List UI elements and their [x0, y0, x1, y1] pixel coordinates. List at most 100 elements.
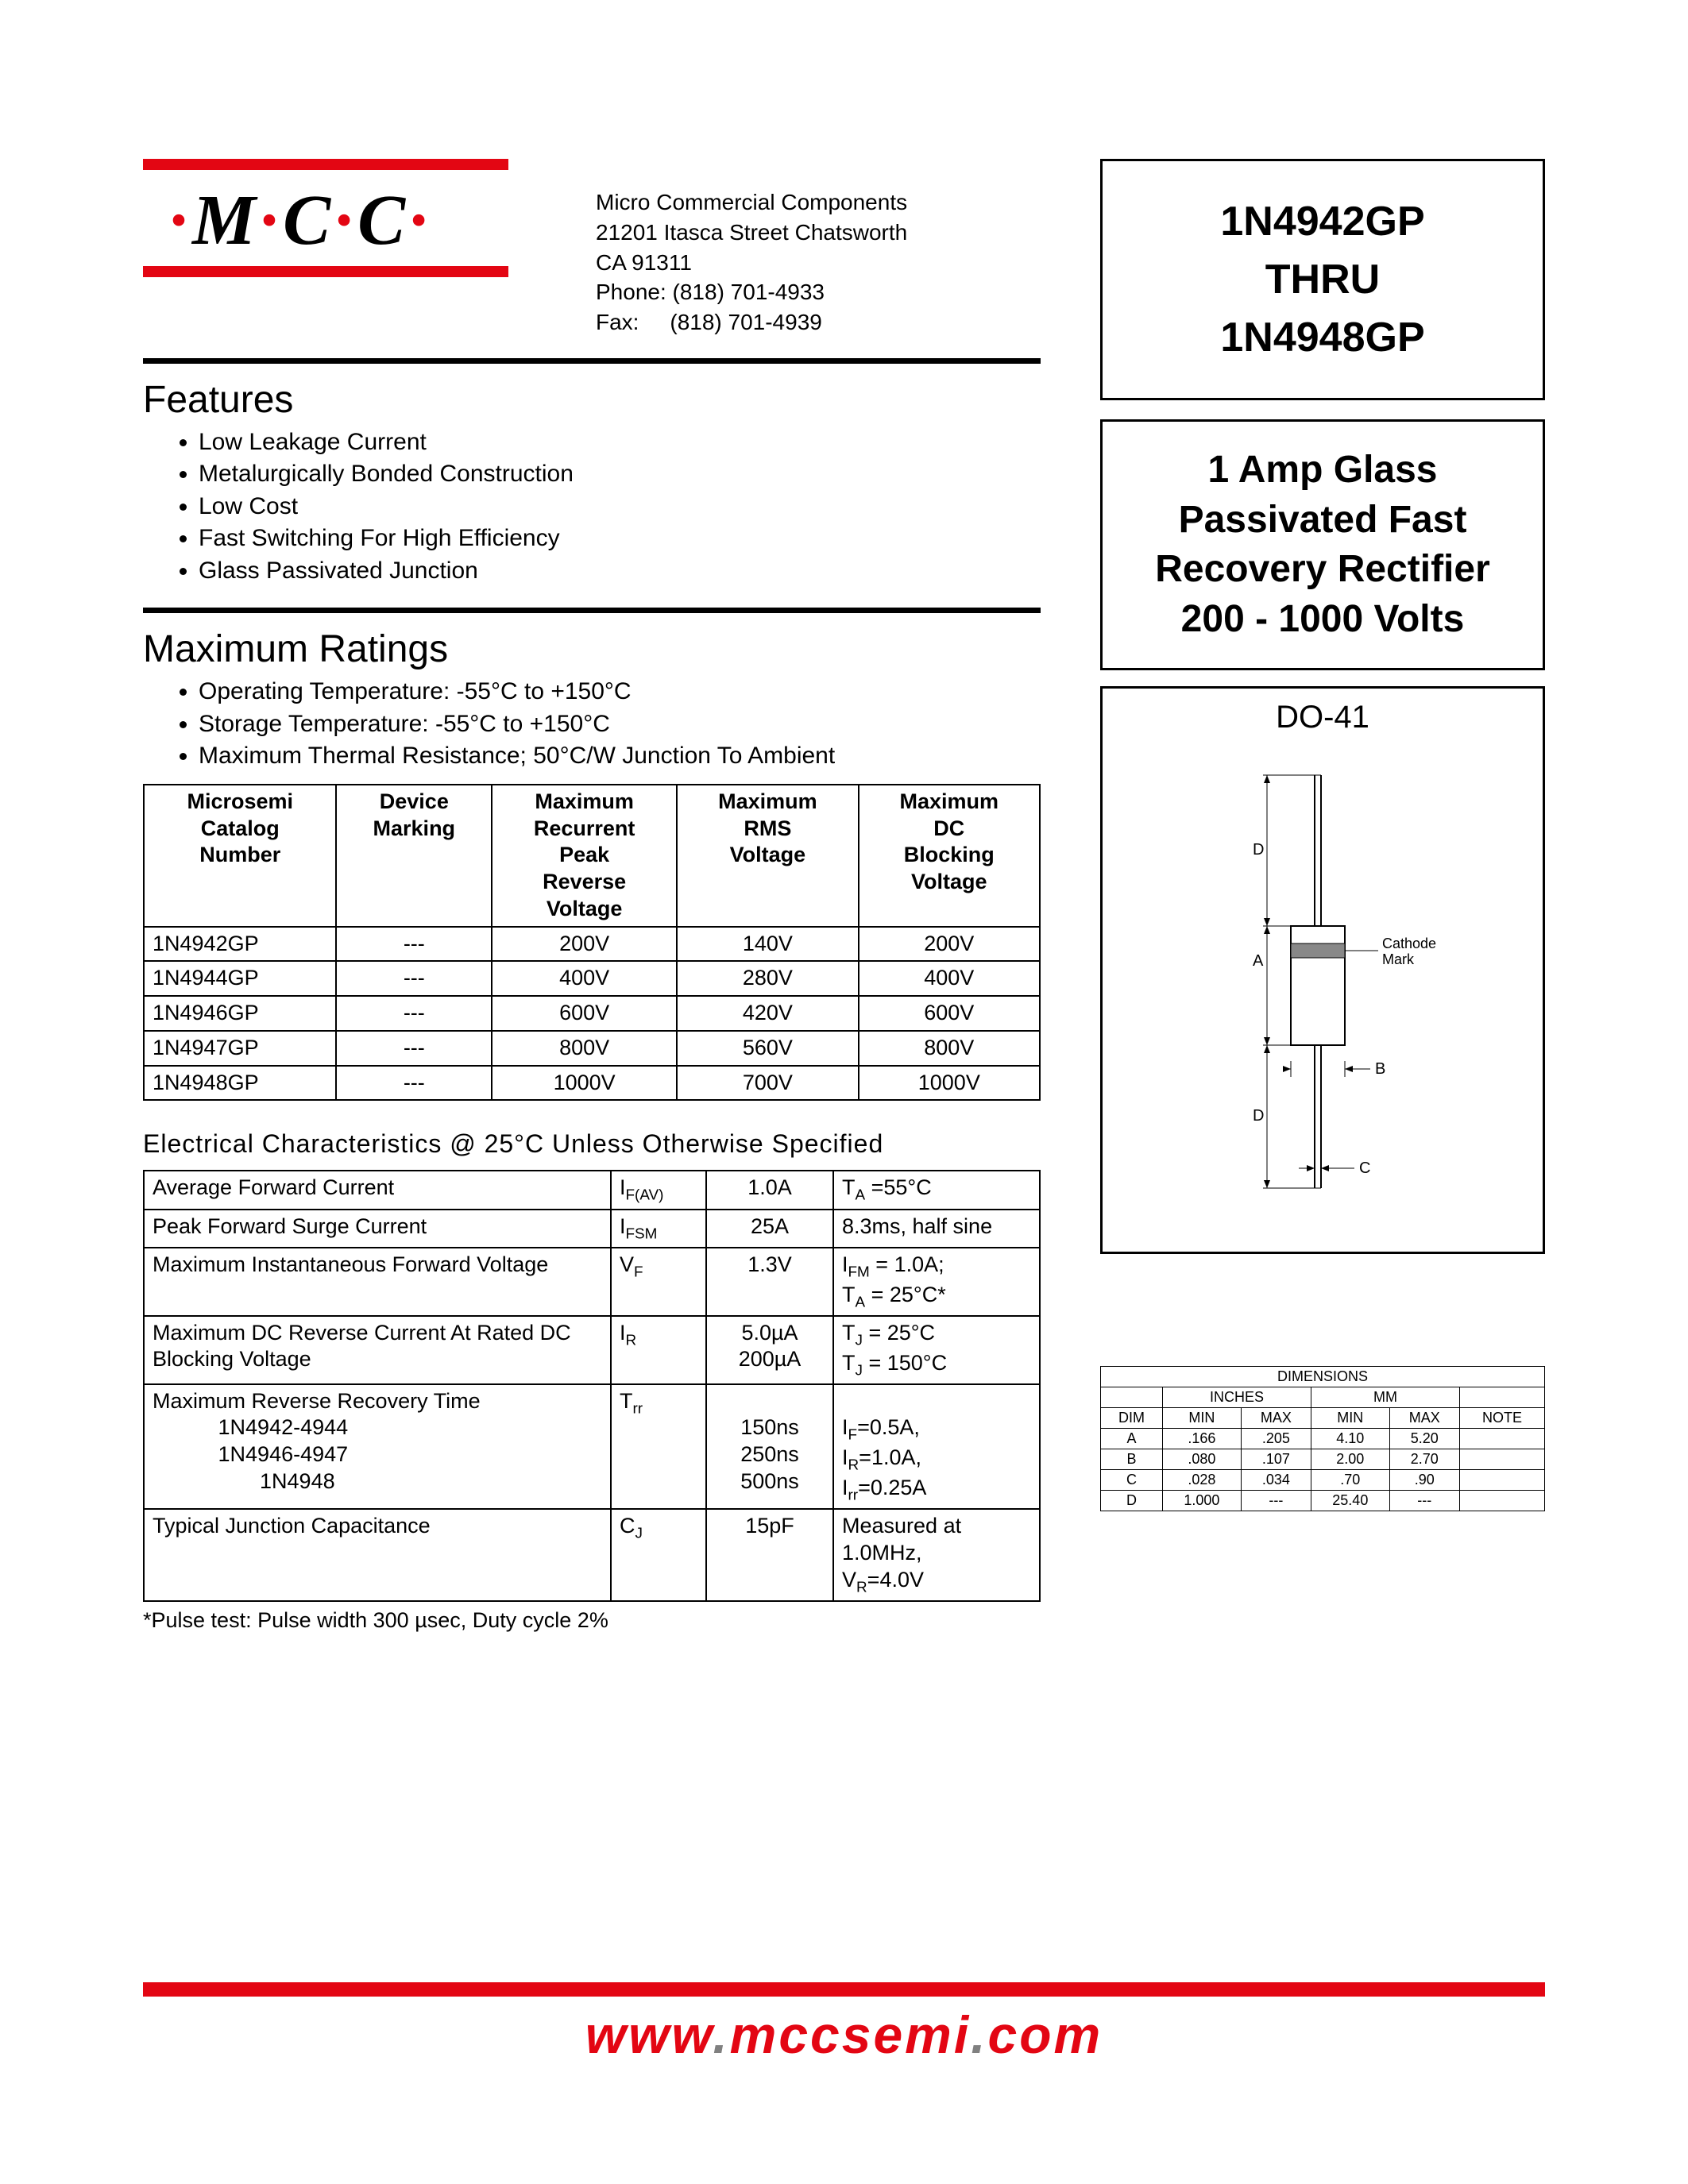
elec-row: Peak Forward Surge CurrentIFSM25A8.3ms, … — [144, 1210, 1040, 1248]
dimensions-table: DIMENSIONS INCHES MM DIMMINMAXMINMAXNOTE… — [1100, 1366, 1545, 1511]
dim-cell: .166 — [1163, 1429, 1242, 1449]
ratings-cell: 600V — [859, 996, 1040, 1031]
elec-value: 5.0µA200µA — [706, 1316, 833, 1384]
dim-row: C.028.034.70.90 — [1101, 1470, 1545, 1491]
elec-symbol: IR — [611, 1316, 706, 1384]
package-title: DO-41 — [1118, 700, 1527, 735]
max-ratings-title: Maximum Ratings — [143, 627, 1041, 671]
dimensions-region: DIMENSIONS INCHES MM DIMMINMAXMINMAXNOTE… — [1100, 1366, 1545, 1511]
dim-col: MAX — [1389, 1408, 1459, 1429]
elec-value: 25A — [706, 1210, 833, 1248]
ratings-cell: 800V — [859, 1031, 1040, 1066]
dim-cell: B — [1101, 1449, 1163, 1470]
elec-param: Maximum Reverse Recovery Time 1N4942-494… — [144, 1384, 611, 1510]
ratings-header: MicrosemiCatalogNumber — [144, 785, 336, 927]
dim-cell: .080 — [1163, 1449, 1242, 1470]
ratings-header: MaximumRMSVoltage — [677, 785, 858, 927]
dim-cell: 4.10 — [1311, 1429, 1390, 1449]
ratings-cell: 800V — [492, 1031, 677, 1066]
logo-dot: · — [407, 181, 432, 260]
elec-cond: IFM = 1.0A;TA = 25°C* — [833, 1248, 1040, 1316]
elec-value: 1.3V — [706, 1248, 833, 1316]
elec-cond: Measured at 1.0MHz,VR=4.0V — [833, 1509, 1040, 1601]
logo-text: ·M·C·C· — [143, 170, 508, 266]
description-box: 1 Amp Glass Passivated Fast Recovery Rec… — [1100, 419, 1545, 670]
dim-cell: 2.00 — [1311, 1449, 1390, 1470]
dim-row: D1.000---25.40--- — [1101, 1491, 1545, 1511]
logo-dot: · — [257, 181, 283, 260]
part-line1: 1N4942GP — [1118, 193, 1527, 251]
ratings-cell: 140V — [677, 927, 858, 962]
dim-cell: .034 — [1241, 1470, 1311, 1491]
ratings-cell: 1000V — [492, 1066, 677, 1101]
dim-col: DIM — [1101, 1408, 1163, 1429]
dim-cell: C — [1101, 1470, 1163, 1491]
ratings-row: 1N4946GP---600V420V600V — [144, 996, 1040, 1031]
elec-symbol: CJ — [611, 1509, 706, 1601]
elec-symbol: Trr — [611, 1384, 706, 1510]
rule-2 — [143, 608, 1041, 613]
logo-dot: · — [167, 181, 192, 260]
dim-cell — [1459, 1429, 1544, 1449]
left-content: Features Low Leakage CurrentMetalurgical… — [143, 358, 1041, 1633]
ratings-cell: 200V — [859, 927, 1040, 962]
elec-value: 15pF — [706, 1509, 833, 1601]
dim-d-label: D — [1253, 841, 1264, 859]
dim-unit-mm: MM — [1311, 1387, 1460, 1408]
ratings-cell: 1000V — [859, 1066, 1040, 1101]
footer: www.mccsemi.com — [143, 1982, 1545, 2065]
ratings-cell: 400V — [492, 961, 677, 996]
dim-d2-label: D — [1253, 1107, 1264, 1125]
dim-row: A.166.2054.105.20 — [1101, 1429, 1545, 1449]
dimensions-title: DIMENSIONS — [1101, 1367, 1545, 1387]
elec-cond: TJ = 25°CTJ = 150°C — [833, 1316, 1040, 1384]
logo-c2: C — [357, 181, 407, 260]
logo-m: M — [192, 181, 257, 260]
ratings-table: MicrosemiCatalogNumberDeviceMarkingMaxim… — [143, 784, 1041, 1102]
right-column: 1N4942GP THRU 1N4948GP 1 Amp Glass Passi… — [1100, 159, 1545, 1254]
elec-row: Maximum Instantaneous Forward VoltageVF1… — [144, 1248, 1040, 1316]
ratings-cell: 1N4947GP — [144, 1031, 336, 1066]
elec-cond: IF=0.5A,IR=1.0A,Irr=0.25A — [833, 1384, 1040, 1510]
package-box: DO-41 D A — [1100, 686, 1545, 1254]
part-line3: 1N4948GP — [1118, 309, 1527, 367]
dim-cell: 2.70 — [1389, 1449, 1459, 1470]
elec-char-title: Electrical Characteristics @ 25°C Unless… — [143, 1129, 1041, 1159]
pulse-footnote: *Pulse test: Pulse width 300 µsec, Duty … — [143, 1608, 1041, 1633]
dim-cell: D — [1101, 1491, 1163, 1511]
dim-cell: --- — [1241, 1491, 1311, 1511]
ratings-row: 1N4947GP---800V560V800V — [144, 1031, 1040, 1066]
cathode-mark-label: Cathode — [1382, 936, 1436, 951]
ratings-cell: 200V — [492, 927, 677, 962]
elec-cond: TA =55°C — [833, 1171, 1040, 1209]
ratings-cell: 400V — [859, 961, 1040, 996]
dim-cell: 25.40 — [1311, 1491, 1390, 1511]
dim-unit-inches: INCHES — [1163, 1387, 1311, 1408]
package-drawing: D A D Cathode Mark B — [1180, 759, 1466, 1204]
ratings-row: 1N4942GP---200V140V200V — [144, 927, 1040, 962]
ratings-cell: --- — [336, 961, 492, 996]
logo: ·M·C·C· — [143, 159, 508, 338]
ratings-cell: 1N4944GP — [144, 961, 336, 996]
ratings-cell: 1N4946GP — [144, 996, 336, 1031]
dim-b-label: B — [1375, 1060, 1385, 1078]
feature-item: Low Cost — [199, 491, 1041, 523]
part-line2: THRU — [1118, 251, 1527, 309]
part-number-box: 1N4942GP THRU 1N4948GP — [1100, 159, 1545, 400]
elec-param: Average Forward Current — [144, 1171, 611, 1209]
dim-cell: .028 — [1163, 1470, 1242, 1491]
feature-item: Metalurgically Bonded Construction — [199, 458, 1041, 491]
feature-item: Low Leakage Current — [199, 426, 1041, 459]
ratings-cell: 1N4948GP — [144, 1066, 336, 1101]
logo-top-bar — [143, 159, 508, 170]
elec-symbol: VF — [611, 1248, 706, 1316]
ratings-row: 1N4944GP---400V280V400V — [144, 961, 1040, 996]
ratings-cell: 700V — [677, 1066, 858, 1101]
elec-value: 1.0A — [706, 1171, 833, 1209]
svg-text:Mark: Mark — [1382, 951, 1415, 967]
features-list: Low Leakage CurrentMetalurgically Bonded… — [143, 426, 1041, 588]
dim-c-label: C — [1359, 1160, 1370, 1177]
max-rating-bullet: Maximum Thermal Resistance; 50°C/W Junct… — [199, 740, 1041, 773]
dim-cell — [1459, 1470, 1544, 1491]
ratings-cell: 420V — [677, 996, 858, 1031]
